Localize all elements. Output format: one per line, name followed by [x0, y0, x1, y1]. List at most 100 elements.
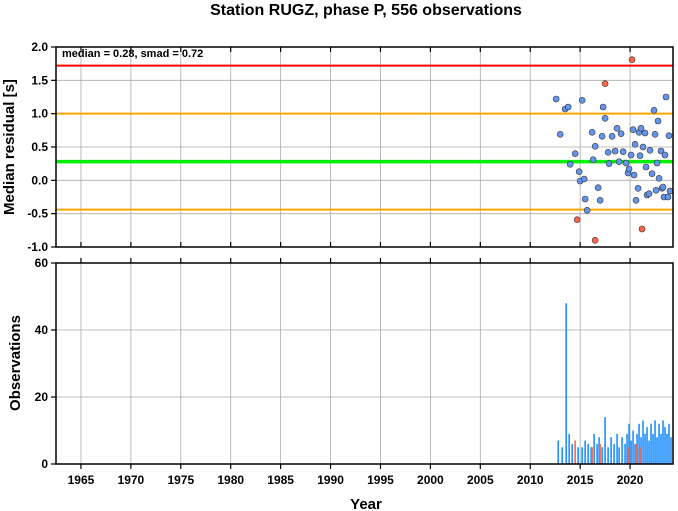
observation-bar — [668, 423, 670, 464]
observation-bar — [593, 433, 595, 464]
residual-point — [646, 147, 654, 154]
residual-point — [630, 171, 638, 179]
residual-point — [588, 129, 596, 136]
residual-point — [611, 147, 619, 155]
residual-point — [637, 125, 645, 132]
observation-bar — [630, 440, 632, 464]
observations-y-tick-label: 0 — [41, 457, 48, 471]
chart-title: Station RUGZ, phase P, 556 observations — [210, 2, 522, 19]
residual-point — [641, 129, 649, 137]
residual-point — [573, 216, 581, 223]
residual-point — [578, 97, 586, 104]
x-axis-label: Year — [350, 496, 382, 511]
residual-point — [617, 130, 625, 137]
residual-point — [596, 197, 604, 204]
observation-bar — [616, 433, 618, 464]
residual-point — [613, 125, 621, 132]
residual-point — [655, 175, 663, 182]
residual-y-tick-label: 1.0 — [31, 107, 48, 121]
residual-point — [580, 175, 588, 183]
observation-bar — [650, 423, 652, 464]
observation-bar — [591, 447, 593, 464]
x-tick-label: 1980 — [217, 473, 244, 487]
residual-y-tick-label: -1.0 — [27, 240, 48, 254]
residual-point — [591, 143, 599, 150]
observations-bars — [557, 303, 672, 464]
residual-point — [651, 131, 659, 138]
residual-point — [604, 149, 612, 156]
x-tick-label: 2005 — [467, 473, 494, 487]
residual-point — [566, 161, 574, 168]
observations-y-axis-label: Observations — [7, 315, 24, 411]
observation-bar — [628, 423, 630, 464]
x-tick-label: 2010 — [517, 473, 544, 487]
residual-point — [608, 133, 616, 140]
observation-bar — [640, 437, 642, 464]
observation-bar — [638, 423, 640, 464]
residual-point — [661, 151, 669, 159]
observation-bar — [660, 433, 662, 464]
residual-point — [575, 168, 583, 175]
observation-bar — [590, 447, 592, 464]
observations-grid — [56, 263, 673, 464]
observation-bar — [557, 440, 559, 464]
residual-panel: 2.0 1.5 1.0 0.5 0.0 -0.5 -1.0 median = 0.28, s… — [1, 40, 674, 254]
observation-bar — [646, 427, 648, 464]
residual-point — [619, 148, 627, 155]
observation-bar — [618, 447, 620, 464]
observation-bar — [577, 447, 579, 464]
residual-point — [571, 150, 579, 157]
residual-point — [645, 190, 653, 197]
observation-bar — [632, 430, 634, 464]
observation-bar — [565, 303, 567, 464]
residual-point — [625, 165, 633, 173]
observation-bar — [621, 437, 623, 464]
observation-bar — [652, 433, 654, 464]
residual-point — [556, 131, 564, 138]
residual-point — [622, 159, 630, 167]
observation-bar — [636, 433, 638, 464]
observation-bar — [571, 443, 573, 464]
x-tick-label: 1995 — [367, 473, 394, 487]
residual-point — [648, 170, 656, 177]
residual-y-tick-label: 0.5 — [31, 140, 48, 154]
observation-bar — [598, 437, 600, 464]
observation-bar — [626, 433, 628, 464]
observation-bar — [662, 420, 664, 464]
residual-point — [629, 126, 637, 133]
residual-point — [642, 163, 650, 171]
residual-point — [591, 237, 599, 244]
observation-bar — [596, 443, 598, 464]
observation-bar — [656, 437, 658, 464]
observation-bar — [664, 427, 666, 464]
observations-y-tick-label: 40 — [35, 323, 49, 337]
residual-y-ticks: 2.0 1.5 1.0 0.5 0.0 -0.5 -1.0 — [27, 40, 56, 254]
observation-bar — [627, 447, 629, 464]
x-tick-label: 1985 — [267, 473, 294, 487]
residual-point — [666, 187, 674, 195]
residual-point — [601, 80, 609, 87]
residual-point — [601, 115, 609, 122]
observation-bar — [644, 433, 646, 464]
observation-bar — [635, 443, 637, 464]
observation-bar — [639, 447, 641, 464]
residual-point — [594, 184, 602, 191]
residual-point — [664, 193, 672, 201]
residual-y-tick-label: -0.5 — [27, 207, 48, 221]
observation-bar — [642, 420, 644, 464]
residual-point — [639, 143, 647, 151]
observation-bar — [604, 417, 606, 464]
residual-point — [581, 195, 589, 203]
observation-bar — [648, 440, 650, 464]
residual-y-tick-label: 1.5 — [31, 73, 48, 87]
observation-bar — [658, 423, 660, 464]
x-tick-label: 1965 — [68, 473, 95, 487]
observations-y-ticks: 60 40 20 0 — [35, 256, 56, 471]
residual-point — [652, 187, 660, 194]
residual-point — [634, 185, 642, 192]
residual-point — [583, 207, 591, 214]
observations-y-tick-label: 20 — [35, 390, 49, 404]
residual-point — [662, 93, 670, 101]
residual-point — [598, 133, 606, 140]
x-tick-label: 2020 — [617, 473, 644, 487]
